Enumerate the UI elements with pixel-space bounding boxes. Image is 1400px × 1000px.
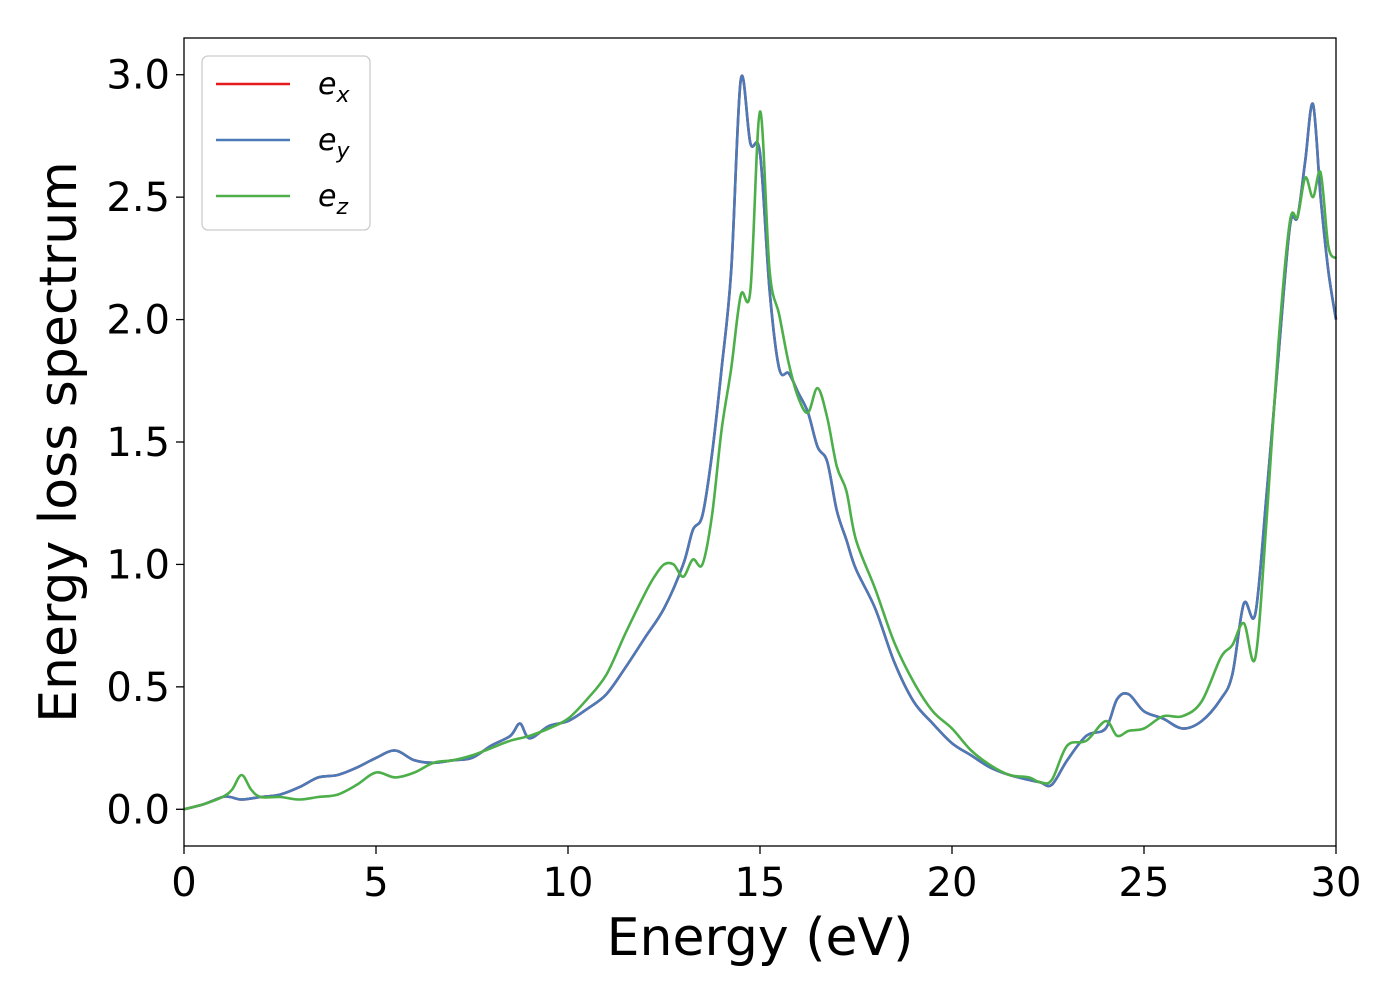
plot-lines — [183, 74, 1338, 811]
x-axis-label: Energy (eV) — [607, 908, 914, 968]
y-tick-label: 0.5 — [106, 665, 170, 711]
series-line-ez — [183, 110, 1338, 811]
x-tick-label: 5 — [363, 860, 388, 906]
y-tick-label: 1.0 — [106, 542, 170, 588]
x-tick-label: 0 — [171, 860, 196, 906]
y-tick-label: 0.0 — [106, 787, 170, 833]
x-axis-ticks: 0 5 10 15 20 25 30 — [171, 846, 1361, 906]
legend-box — [201, 55, 371, 231]
x-tick-label: 30 — [1311, 860, 1362, 906]
x-tick-label: 10 — [543, 860, 594, 906]
y-axis-label: Energy loss spectrum — [29, 161, 89, 723]
x-tick-label: 15 — [735, 860, 786, 906]
y-tick-label: 3.0 — [106, 53, 170, 99]
y-axis-ticks: 0.0 0.5 1.0 1.5 2.0 2.5 3.0 — [106, 53, 184, 833]
y-tick-label: 2.0 — [106, 298, 170, 344]
legend-label-ez: ez — [318, 179, 348, 220]
y-tick-label: 1.5 — [106, 420, 170, 466]
x-tick-label: 25 — [1119, 860, 1170, 906]
x-tick-label: 20 — [927, 860, 978, 906]
y-tick-label: 2.5 — [106, 175, 170, 221]
